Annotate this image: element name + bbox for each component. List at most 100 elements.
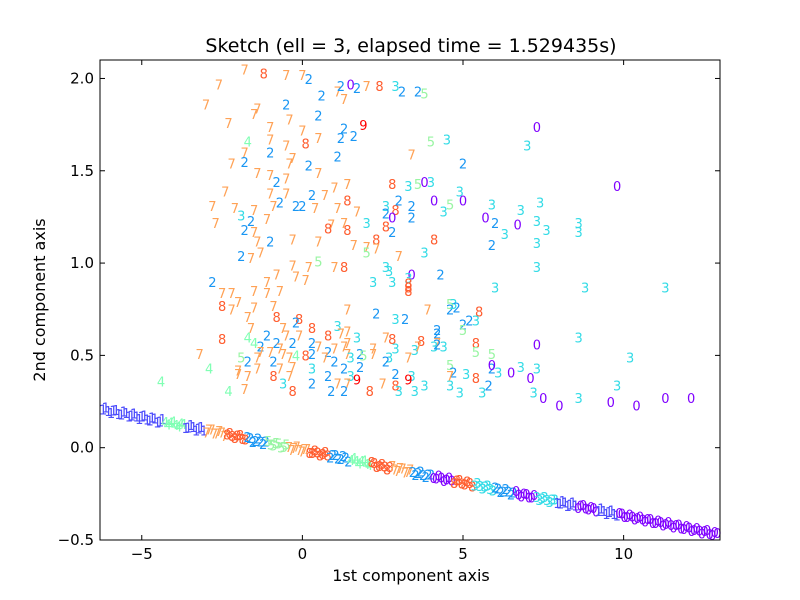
data-point: 0	[420, 176, 428, 191]
data-point: 3	[523, 139, 531, 154]
band-point: 1	[558, 495, 566, 510]
data-point: 7	[211, 217, 219, 232]
data-point: 3	[404, 272, 412, 287]
data-point: 3	[575, 226, 583, 241]
band-point: 8	[318, 448, 326, 463]
data-point: 2	[244, 355, 252, 370]
band-point: 7	[287, 444, 295, 459]
data-point: 7	[250, 108, 258, 123]
data-point: 2	[240, 224, 248, 239]
data-point: 3	[346, 352, 354, 367]
data-point: 2	[433, 328, 441, 343]
band-point: 2	[491, 482, 499, 497]
data-point: 2	[398, 86, 406, 101]
data-point: 8	[417, 335, 425, 350]
data-point: 7	[263, 276, 271, 291]
data-point: 5	[446, 359, 454, 374]
band-point: 0	[587, 501, 595, 516]
data-point: 2	[414, 86, 422, 101]
data-point: 3	[533, 261, 541, 276]
data-point: 7	[343, 304, 351, 319]
data-point: 2	[308, 348, 316, 363]
band-point: 8	[316, 450, 324, 465]
data-point: 2	[382, 208, 390, 223]
band-point: 7	[295, 444, 303, 459]
data-point: 3	[353, 331, 361, 346]
band-point: 0	[432, 472, 440, 487]
data-point: 2	[305, 160, 313, 175]
data-point: 3	[440, 206, 448, 221]
band-point: 0	[680, 523, 688, 538]
data-point: 0	[513, 219, 521, 234]
band-point: 3	[476, 480, 484, 495]
data-point: 7	[404, 352, 412, 367]
data-point: 3	[391, 80, 399, 95]
band-point: 1	[151, 413, 159, 428]
band-point: 4	[179, 418, 187, 433]
data-point: 8	[372, 233, 380, 248]
data-point: 3	[407, 370, 415, 385]
band-point: 3	[546, 496, 554, 511]
band-point: 4	[360, 454, 368, 469]
band-point: 0	[429, 472, 437, 487]
data-point: 3	[391, 313, 399, 328]
data-point: 3	[581, 281, 589, 296]
band-point: 4	[347, 454, 355, 469]
band-point: 0	[527, 492, 535, 507]
data-point: 3	[440, 341, 448, 356]
data-point: 3	[478, 387, 486, 402]
data-point: 0	[507, 366, 515, 381]
band-point: 0	[440, 475, 448, 490]
band-point: 2	[246, 432, 254, 447]
band-point: 1	[120, 406, 128, 421]
data-point: 8	[218, 333, 226, 348]
band-point: 8	[460, 478, 468, 493]
data-point: 2	[237, 250, 245, 265]
data-point: 7	[253, 363, 261, 378]
data-point: 7	[314, 341, 322, 356]
data-point: 4	[157, 376, 165, 391]
data-point: 7	[247, 322, 255, 337]
data-point: 8	[343, 224, 351, 239]
band-point: 8	[226, 427, 234, 442]
data-point: 2	[298, 200, 306, 215]
band-point: 0	[437, 471, 445, 486]
data-point: 0	[533, 339, 541, 354]
band-point: 2	[329, 449, 337, 464]
band-point: 3	[486, 483, 494, 498]
data-point: 9	[404, 374, 412, 389]
band-point: 7	[202, 426, 210, 441]
band-point: 4	[362, 458, 370, 473]
band-point: 0	[574, 502, 582, 517]
data-point: 7	[424, 304, 432, 319]
band-point: 1	[115, 408, 123, 423]
data-point: 3	[536, 197, 544, 212]
data-point: 3	[411, 344, 419, 359]
band-point: 0	[654, 514, 662, 529]
data-point: 2	[372, 307, 380, 322]
data-point: 7	[285, 113, 293, 128]
band-point: 1	[156, 416, 164, 431]
band-point: 2	[507, 489, 515, 504]
chart-title: Sketch (ell = 3, elapsed time = 1.529435…	[205, 35, 616, 57]
band-point: 1	[553, 497, 561, 512]
data-point: 2	[266, 147, 274, 162]
band-point: 3	[471, 479, 479, 494]
data-point: 3	[395, 385, 403, 400]
data-point: 4	[250, 337, 258, 352]
data-point: 7	[234, 368, 242, 383]
band-point: 8	[383, 463, 391, 478]
data-point: 2	[305, 73, 313, 88]
band-point: 1	[192, 424, 200, 439]
band-point: 0	[626, 508, 634, 523]
data-point: 7	[340, 341, 348, 356]
data-point: 2	[395, 195, 403, 210]
band-point: 2	[504, 485, 512, 500]
band-point: 8	[231, 432, 239, 447]
data-point: 2	[263, 329, 271, 344]
band-point: 1	[135, 413, 143, 428]
data-point: 7	[330, 342, 338, 357]
y-tick-label: 1.5	[70, 162, 94, 180]
data-point: 5	[359, 350, 367, 365]
band-point: 4	[352, 455, 360, 470]
